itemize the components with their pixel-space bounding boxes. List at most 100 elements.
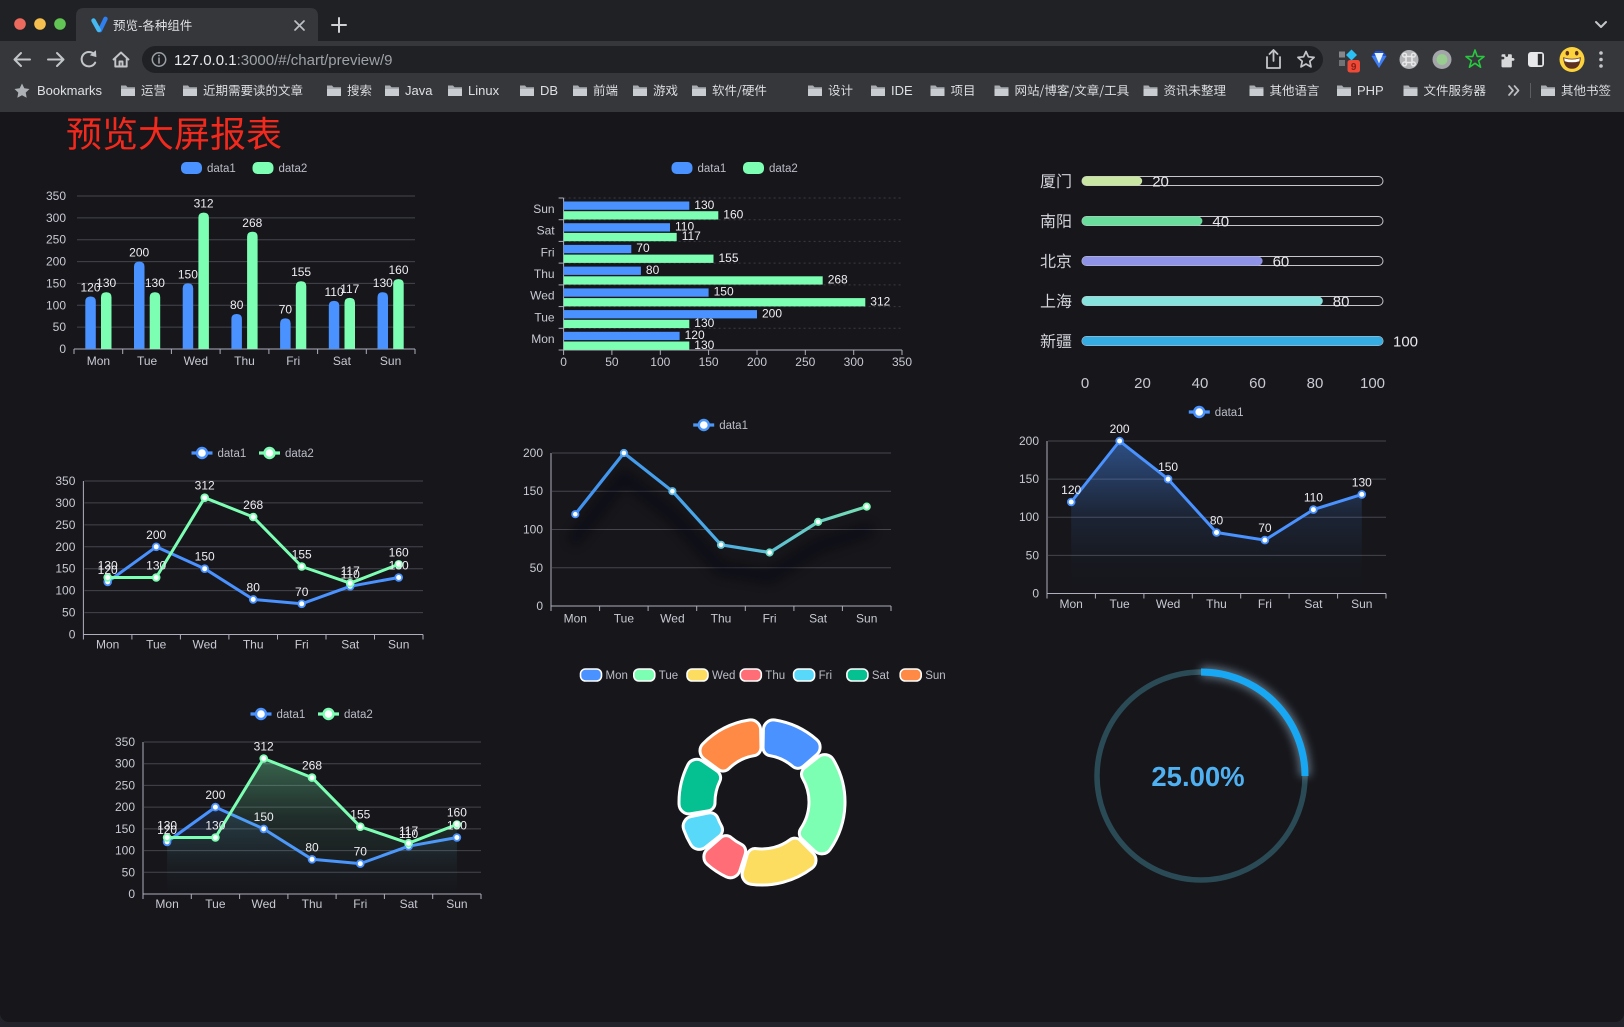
svg-text:Thu: Thu bbox=[711, 612, 732, 626]
svg-text:130: 130 bbox=[447, 819, 467, 833]
svg-text:155: 155 bbox=[291, 265, 311, 279]
svg-text:250: 250 bbox=[115, 778, 135, 792]
svg-text:100: 100 bbox=[1393, 334, 1418, 351]
svg-text:Mon: Mon bbox=[531, 332, 554, 346]
svg-text:Tue: Tue bbox=[205, 897, 226, 911]
svg-text:DB: DB bbox=[540, 83, 558, 98]
svg-text:60: 60 bbox=[1249, 375, 1266, 392]
svg-text:50: 50 bbox=[1026, 548, 1040, 562]
svg-text:200: 200 bbox=[46, 255, 66, 269]
svg-text:Fri: Fri bbox=[763, 612, 777, 626]
svg-text:80: 80 bbox=[247, 580, 261, 594]
svg-text:80: 80 bbox=[305, 840, 319, 854]
svg-text:110: 110 bbox=[675, 220, 694, 234]
svg-text:Sat: Sat bbox=[809, 612, 828, 626]
svg-text:Sat: Sat bbox=[400, 897, 419, 911]
svg-text:150: 150 bbox=[195, 550, 215, 564]
svg-text:20: 20 bbox=[1152, 174, 1169, 191]
svg-text:110: 110 bbox=[1304, 491, 1323, 505]
svg-text:300: 300 bbox=[115, 757, 135, 771]
svg-text:Thu: Thu bbox=[243, 638, 264, 652]
svg-text:250: 250 bbox=[55, 518, 75, 532]
svg-text:100: 100 bbox=[115, 844, 135, 858]
svg-text:130: 130 bbox=[694, 316, 714, 330]
svg-text:Wed: Wed bbox=[251, 897, 275, 911]
svg-text:130: 130 bbox=[1352, 475, 1372, 489]
svg-text:Tue: Tue bbox=[534, 310, 555, 324]
svg-text:120: 120 bbox=[80, 281, 100, 295]
svg-text:50: 50 bbox=[605, 355, 619, 369]
svg-text:350: 350 bbox=[46, 189, 66, 203]
svg-text:0: 0 bbox=[560, 355, 567, 369]
svg-text:200: 200 bbox=[1110, 422, 1130, 436]
svg-text:Mon: Mon bbox=[1060, 597, 1083, 611]
svg-text:Sat: Sat bbox=[333, 354, 352, 368]
svg-text:Sat: Sat bbox=[537, 224, 556, 238]
svg-text:data2: data2 bbox=[279, 163, 308, 175]
svg-text:Sat: Sat bbox=[341, 638, 360, 652]
svg-text:Sun: Sun bbox=[380, 354, 401, 368]
svg-text:117: 117 bbox=[682, 229, 701, 243]
svg-text:130: 130 bbox=[146, 559, 166, 573]
svg-text:40: 40 bbox=[1212, 214, 1229, 231]
svg-text:200: 200 bbox=[523, 446, 543, 460]
svg-text:80: 80 bbox=[230, 298, 244, 312]
svg-text:0: 0 bbox=[1081, 375, 1089, 392]
svg-text:150: 150 bbox=[1158, 460, 1178, 474]
svg-text:data1: data1 bbox=[719, 420, 748, 432]
svg-text:Thu: Thu bbox=[234, 354, 255, 368]
svg-text:200: 200 bbox=[747, 355, 767, 369]
svg-text:Sun: Sun bbox=[388, 638, 409, 652]
svg-text:80: 80 bbox=[1210, 514, 1224, 528]
svg-text:9: 9 bbox=[1351, 62, 1357, 73]
svg-text:70: 70 bbox=[295, 585, 309, 599]
svg-text:130: 130 bbox=[694, 338, 714, 352]
svg-text:200: 200 bbox=[129, 246, 149, 260]
svg-text:300: 300 bbox=[55, 496, 75, 510]
svg-text:40: 40 bbox=[1192, 375, 1209, 392]
svg-text:110: 110 bbox=[399, 827, 418, 841]
svg-text:350: 350 bbox=[55, 474, 75, 488]
svg-text:130: 130 bbox=[694, 198, 714, 212]
svg-text:80: 80 bbox=[1333, 294, 1350, 311]
svg-text:268: 268 bbox=[242, 216, 262, 230]
svg-text:25.00%: 25.00% bbox=[1151, 761, 1244, 792]
svg-text:130: 130 bbox=[373, 276, 393, 290]
svg-text:80: 80 bbox=[646, 263, 660, 277]
svg-text:Thu: Thu bbox=[302, 897, 323, 911]
svg-text:100: 100 bbox=[1360, 375, 1385, 392]
svg-text:130: 130 bbox=[157, 819, 177, 833]
svg-text:350: 350 bbox=[115, 735, 135, 749]
svg-text:Bookmarks: Bookmarks bbox=[37, 83, 103, 98]
svg-text:Mon: Mon bbox=[606, 670, 628, 682]
svg-text:50: 50 bbox=[53, 320, 67, 334]
svg-text:data1: data1 bbox=[698, 163, 727, 175]
svg-text:100: 100 bbox=[1019, 510, 1039, 524]
svg-text:data2: data2 bbox=[769, 163, 798, 175]
svg-text:Thu: Thu bbox=[534, 267, 555, 281]
svg-text:Wed: Wed bbox=[712, 670, 735, 682]
svg-text:data1: data1 bbox=[1215, 407, 1244, 419]
svg-text:120: 120 bbox=[157, 823, 177, 837]
svg-text:Sat: Sat bbox=[872, 670, 890, 682]
svg-text:127.0.0.1:3000/#/chart/preview: 127.0.0.1:3000/#/chart/preview/9 bbox=[174, 52, 393, 69]
svg-text:Wed: Wed bbox=[530, 289, 554, 303]
svg-text:70: 70 bbox=[636, 241, 650, 255]
svg-text:160: 160 bbox=[447, 806, 467, 820]
svg-text:150: 150 bbox=[178, 267, 198, 281]
svg-text:data2: data2 bbox=[285, 448, 314, 460]
svg-text:50: 50 bbox=[62, 606, 76, 620]
svg-text:data2: data2 bbox=[344, 709, 373, 721]
svg-text:155: 155 bbox=[350, 808, 370, 822]
svg-text:268: 268 bbox=[828, 273, 848, 287]
svg-text:Fri: Fri bbox=[295, 638, 309, 652]
svg-text:155: 155 bbox=[292, 548, 312, 562]
svg-text:Wed: Wed bbox=[660, 612, 684, 626]
svg-text:150: 150 bbox=[46, 276, 66, 290]
svg-text:200: 200 bbox=[205, 788, 225, 802]
svg-text:100: 100 bbox=[46, 298, 66, 312]
svg-text:0: 0 bbox=[69, 628, 76, 642]
svg-text:Fri: Fri bbox=[819, 670, 832, 682]
svg-text:150: 150 bbox=[523, 484, 543, 498]
svg-text:117: 117 bbox=[340, 282, 359, 296]
